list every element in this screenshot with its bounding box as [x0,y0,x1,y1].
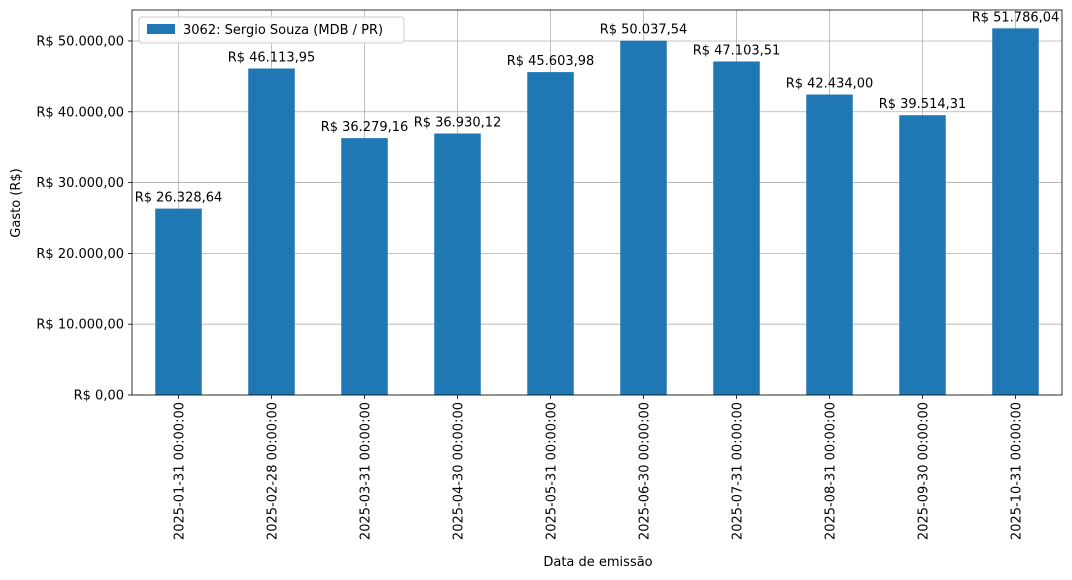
value-label: R$ 42.434,00 [786,77,874,92]
bar [620,40,667,395]
y-tick-label: R$ 10.000,00 [36,318,124,333]
y-tick-label: R$ 50.000,00 [36,34,124,49]
x-tick-label: 2025-10-31 00:00:00 [1010,402,1025,540]
x-tick-label: 2025-04-30 00:00:00 [452,402,467,540]
bar [341,138,388,395]
bar [992,28,1039,396]
bars [155,28,1039,396]
plot-frame [131,9,1063,396]
value-label: R$ 36.930,12 [414,116,502,131]
legend-frame [138,16,405,44]
y-axis-label: Gasto (R$) [9,168,24,237]
bar [806,94,853,396]
y-tick-label: R$ 40.000,00 [36,105,124,120]
value-label: R$ 46.113,95 [228,50,316,65]
x-tick-label: 2025-06-30 00:00:00 [638,402,653,540]
legend-label: 3062: Sergio Souza (MDB / PR) [183,23,383,38]
x-tick-label: 2025-01-31 00:00:00 [173,402,188,540]
x-tick-label: 2025-09-30 00:00:00 [917,402,932,540]
value-label: R$ 47.103,51 [693,43,781,58]
bar [434,133,481,396]
x-tick-label: 2025-03-31 00:00:00 [359,402,374,540]
bar [899,115,946,395]
value-label: R$ 50.037,54 [600,23,688,38]
legend: 3062: Sergio Souza (MDB / PR) [138,16,405,44]
bar [713,61,760,395]
bar [155,208,202,395]
y-tick-label: R$ 0,00 [74,389,124,404]
legend-swatch [147,24,175,34]
x-tick-label: 2025-02-28 00:00:00 [266,402,281,540]
bar [527,72,574,396]
y-tick-label: R$ 20.000,00 [36,247,124,262]
x-tick-label: 2025-07-31 00:00:00 [731,402,746,540]
value-label: R$ 39.514,31 [879,97,967,112]
x-axis-label: Data de emissão [543,555,652,570]
x-tick-label: 2025-08-31 00:00:00 [824,402,839,540]
bar [248,68,295,395]
value-label: R$ 45.603,98 [507,54,595,69]
value-label: R$ 51.786,04 [972,10,1060,25]
value-label: R$ 26.328,64 [135,191,223,206]
y-tick-label: R$ 30.000,00 [36,176,124,191]
x-tick-label: 2025-05-31 00:00:00 [545,402,560,540]
value-label: R$ 36.279,16 [321,120,409,135]
